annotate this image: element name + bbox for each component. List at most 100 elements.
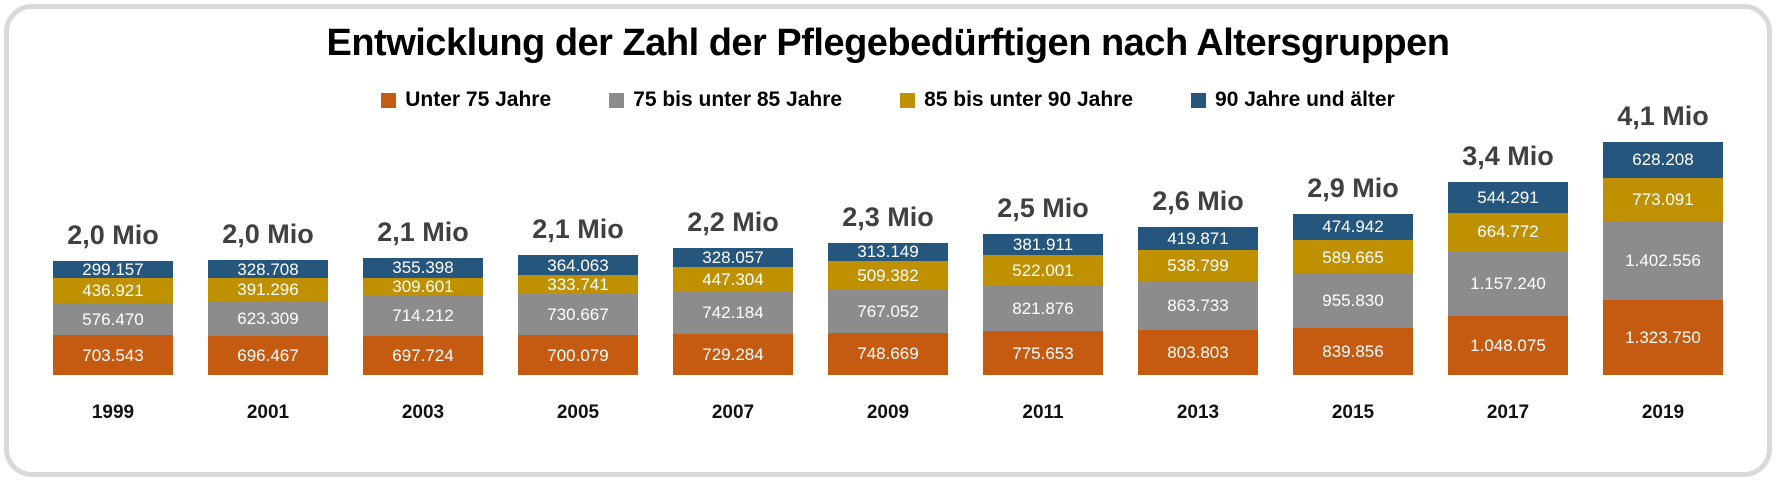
bar-segment: 299.157 xyxy=(53,261,173,278)
x-axis-label: 2001 xyxy=(246,402,290,423)
bar-segment: 538.799 xyxy=(1138,250,1258,281)
segment-value-label: 664.772 xyxy=(1477,222,1539,242)
legend-item: 90 Jahre und älter xyxy=(1191,88,1395,112)
bar-segment: 1.402.556 xyxy=(1603,221,1723,301)
bar-group-2009: 2,3 Mio 313.149 509.382 767.052 748.669 xyxy=(828,202,948,375)
x-axis-label: 2015 xyxy=(1331,402,1375,423)
bar-segment: 664.772 xyxy=(1448,213,1568,251)
bar-total-label: 4,1 Mio xyxy=(1617,101,1709,132)
segment-value-label: 821.876 xyxy=(1012,298,1074,318)
bar-segment: 703.543 xyxy=(53,335,173,375)
bar-segment: 313.149 xyxy=(828,243,948,261)
legend-swatch-icon xyxy=(1191,92,1207,108)
segment-value-label: 1.048.075 xyxy=(1470,335,1546,355)
bar-group-2003: 2,1 Mio 355.398 309.601 714.212 697.724 xyxy=(363,217,483,375)
bar-group-2019: 4,1 Mio 628.208 773.091 1.402.556 1.323.750 xyxy=(1603,101,1723,375)
bar-segment: 509.382 xyxy=(828,260,948,290)
x-axis-label: 2009 xyxy=(866,402,910,423)
legend-label: 85 bis unter 90 Jahre xyxy=(924,88,1134,111)
bar-segment: 803.803 xyxy=(1138,329,1258,375)
segment-value-label: 742.184 xyxy=(702,303,764,323)
chart-title: Entwicklung der Zahl der Pflegebedürftig… xyxy=(326,22,1450,64)
bar-segment: 748.669 xyxy=(828,332,948,375)
segment-value-label: 576.470 xyxy=(82,309,144,329)
bar-segment: 589.665 xyxy=(1293,240,1413,274)
bar-segment: 955.830 xyxy=(1293,273,1413,328)
segment-value-label: 447.304 xyxy=(702,269,764,289)
bar-segment: 355.398 xyxy=(363,257,483,278)
bar-group-2013: 2,6 Mio 419.871 538.799 863.733 803.803 xyxy=(1138,186,1258,375)
bar-total-label: 2,0 Mio xyxy=(222,218,314,249)
segment-value-label: 299.157 xyxy=(82,260,144,280)
segment-value-label: 391.296 xyxy=(237,279,299,299)
segment-value-label: 381.911 xyxy=(1012,235,1074,255)
bar-segment: 419.871 xyxy=(1138,226,1258,251)
segment-value-label: 364.063 xyxy=(547,255,609,275)
bar-total-label: 2,2 Mio xyxy=(687,207,779,238)
bar-total-label: 2,6 Mio xyxy=(1152,185,1244,216)
legend-item: 75 bis unter 85 Jahre xyxy=(609,88,842,112)
bar-segment: 328.057 xyxy=(673,248,793,267)
bar-segment: 839.856 xyxy=(1293,327,1413,375)
bar-group-2005: 2,1 Mio 364.063 333.741 730.667 700.079 xyxy=(518,214,638,375)
segment-value-label: 474.942 xyxy=(1322,217,1384,237)
bar-segment: 623.309 xyxy=(208,300,328,336)
bar-segment: 775.653 xyxy=(983,331,1103,375)
segment-value-label: 589.665 xyxy=(1322,247,1384,267)
bar-segment: 309.601 xyxy=(363,277,483,297)
bar-segment: 474.942 xyxy=(1293,213,1413,241)
x-axis: 1999 2001 2003 2005 2007 2009 2011 2013 2015 2017… xyxy=(53,402,1723,424)
bar-segment: 436.921 xyxy=(53,278,173,303)
segment-value-label: 839.856 xyxy=(1322,341,1384,361)
segment-value-label: 1.323.750 xyxy=(1625,328,1701,348)
bar-total-label: 2,5 Mio xyxy=(997,192,1089,223)
bar-total-label: 2,1 Mio xyxy=(377,216,469,247)
bar-segment: 364.063 xyxy=(518,254,638,276)
legend-label: 90 Jahre und älter xyxy=(1215,88,1395,111)
segment-value-label: 748.669 xyxy=(857,344,919,364)
bar-group-1999: 2,0 Mio 299.157 436.921 576.470 703.543 xyxy=(53,220,173,375)
segment-value-label: 955.830 xyxy=(1322,291,1384,311)
bar-segment: 544.291 xyxy=(1448,182,1568,213)
bar-segment: 697.724 xyxy=(363,335,483,375)
segment-value-label: 729.284 xyxy=(702,344,764,364)
segment-value-label: 730.667 xyxy=(547,305,609,325)
segment-value-label: 863.733 xyxy=(1167,295,1229,315)
segment-value-label: 419.871 xyxy=(1167,229,1229,249)
bar-segment: 767.052 xyxy=(828,289,948,333)
x-axis-label: 2019 xyxy=(1641,402,1685,423)
bar-total-label: 2,1 Mio xyxy=(532,213,624,244)
bar-segment: 729.284 xyxy=(673,333,793,375)
segment-value-label: 333.741 xyxy=(547,275,609,295)
bar-segment: 730.667 xyxy=(518,294,638,336)
bar-group-2011: 2,5 Mio 381.911 522.001 821.876 775.653 xyxy=(983,193,1103,375)
bar-total-label: 2,0 Mio xyxy=(67,220,159,251)
bar-segment: 742.184 xyxy=(673,291,793,334)
bar-group-2001: 2,0 Mio 328.708 391.296 623.309 696.467 xyxy=(208,219,328,375)
legend-swatch-icon xyxy=(609,92,625,108)
segment-value-label: 1.157.240 xyxy=(1470,273,1546,293)
legend-item: Unter 75 Jahre xyxy=(381,88,551,112)
bar-segment: 821.876 xyxy=(983,284,1103,332)
stacked-bar-chart: 2,0 Mio 299.157 436.921 576.470 703.543 2,0 M… xyxy=(53,101,1723,375)
segment-value-label: 767.052 xyxy=(857,301,919,321)
x-axis-label: 2013 xyxy=(1176,402,1220,423)
legend-item: 85 bis unter 90 Jahre xyxy=(900,88,1133,112)
chart-card: Entwicklung der Zahl der Pflegebedürftig… xyxy=(4,4,1772,477)
x-axis-label: 2003 xyxy=(401,402,445,423)
segment-value-label: 700.079 xyxy=(547,345,609,365)
segment-value-label: 522.001 xyxy=(1012,260,1074,280)
segment-value-label: 697.724 xyxy=(392,345,454,365)
segment-value-label: 328.057 xyxy=(702,247,764,267)
bar-total-label: 3,4 Mio xyxy=(1462,141,1554,172)
segment-value-label: 703.543 xyxy=(82,345,144,365)
bar-segment: 381.911 xyxy=(983,233,1103,256)
bar-segment: 1.157.240 xyxy=(1448,250,1568,316)
bar-segment: 773.091 xyxy=(1603,177,1723,222)
bar-segment: 628.208 xyxy=(1603,142,1723,178)
bar-total-label: 2,3 Mio xyxy=(842,202,934,233)
x-axis-label: 2005 xyxy=(556,402,600,423)
segment-value-label: 309.601 xyxy=(392,277,454,297)
bar-segment: 391.296 xyxy=(208,278,328,301)
bar-segment: 522.001 xyxy=(983,255,1103,285)
